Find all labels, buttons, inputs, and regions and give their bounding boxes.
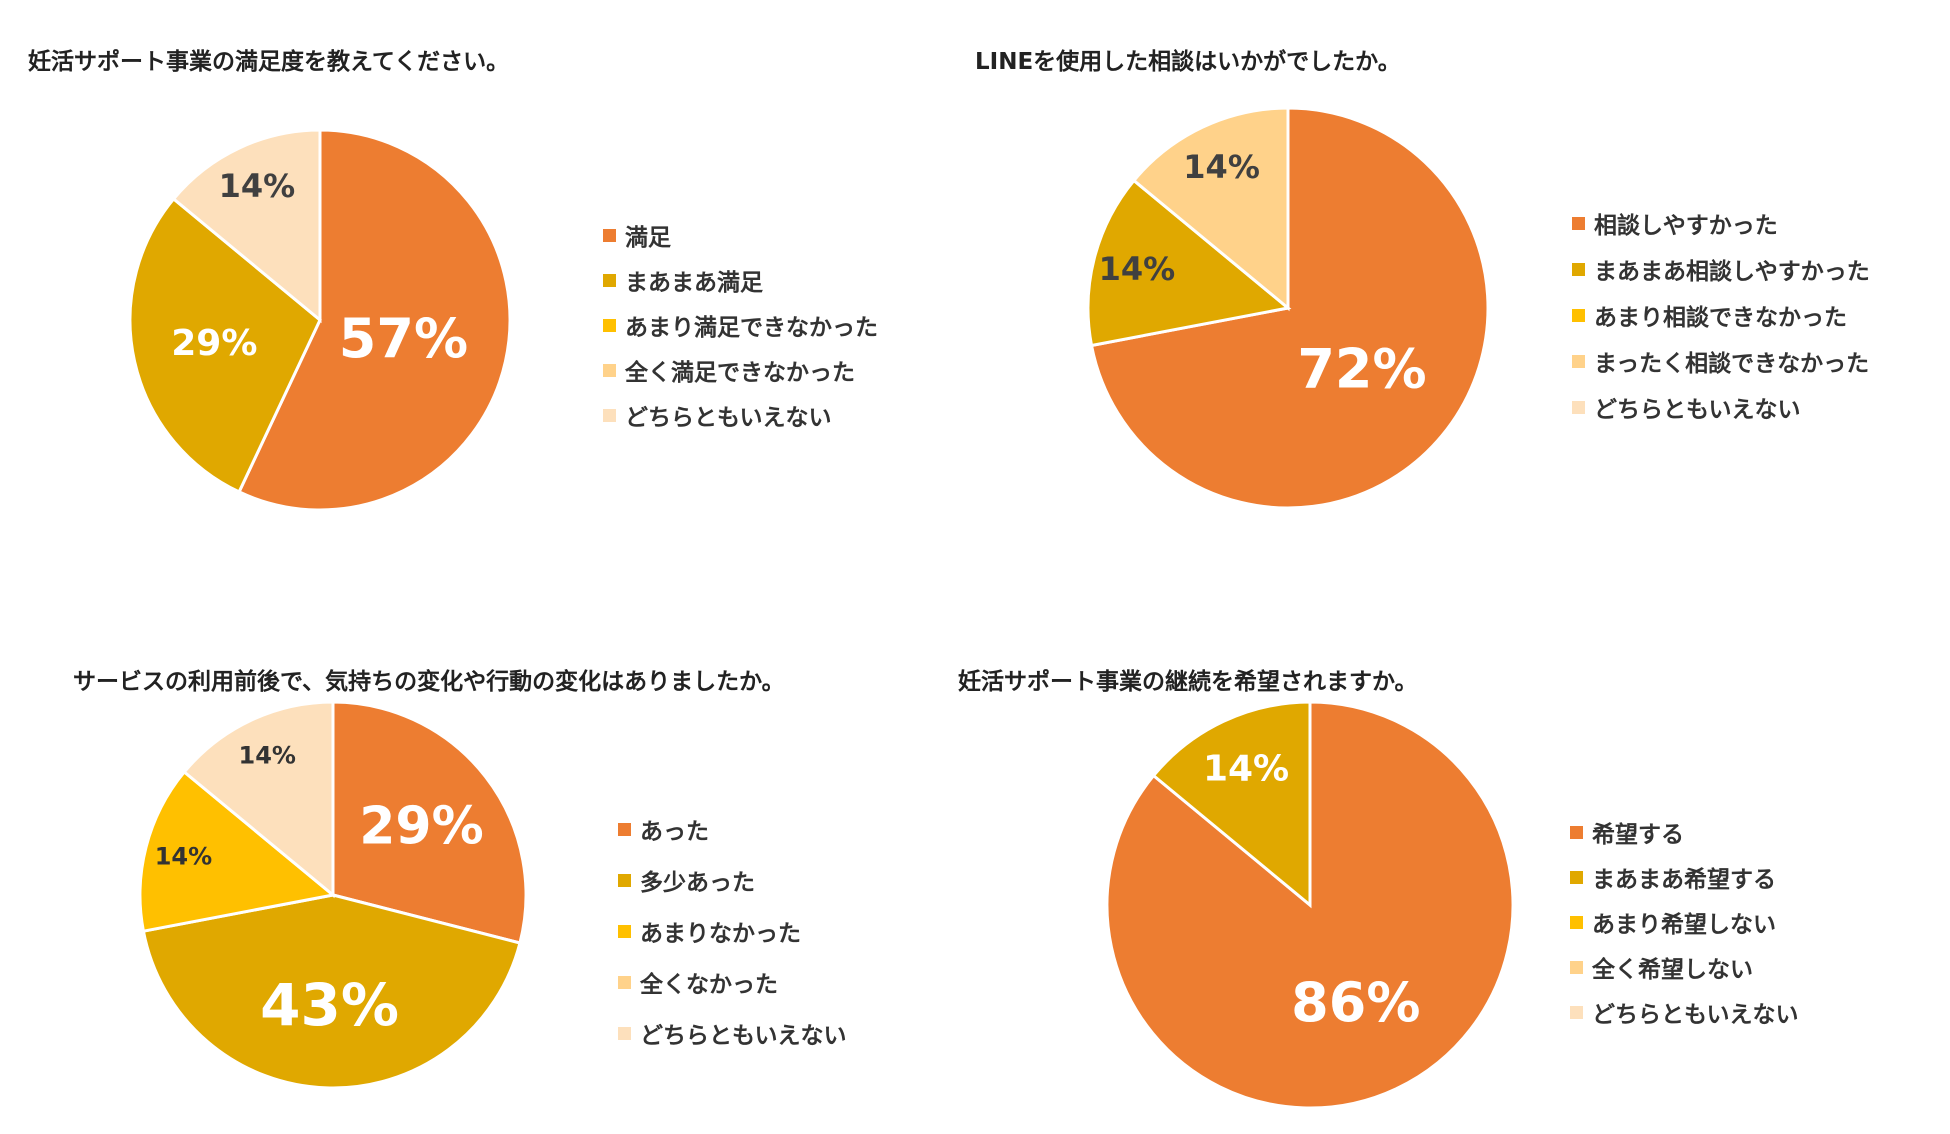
legend-swatch (603, 363, 616, 377)
legend-label: 満足 (625, 225, 671, 251)
legend-item: 相談しやすかった (1572, 206, 1778, 240)
legend-swatch (1572, 354, 1585, 368)
legend-swatch (1570, 825, 1583, 839)
pie-data-label: 57% (339, 307, 468, 370)
legend-swatch (1572, 308, 1585, 322)
legend-label: どちらともいえない (1592, 1002, 1799, 1028)
legend-label: あまり相談できなかった (1594, 305, 1847, 331)
legend-swatch (1572, 262, 1585, 276)
pie-data-label: 14% (1183, 148, 1260, 186)
legend-item: どちらともいえない (603, 398, 832, 432)
legend-item: どちらともいえない (618, 1016, 847, 1050)
pie-data-label: 86% (1291, 971, 1420, 1034)
legend-label: どちらともいえない (640, 1023, 847, 1049)
legend-swatch (603, 318, 616, 332)
legend-label: 全く希望しない (1592, 957, 1753, 983)
legend-swatch (1570, 915, 1583, 929)
legend-swatch (618, 924, 631, 938)
pie-data-label: 14% (1203, 749, 1289, 790)
legend-label: どちらともいえない (1594, 397, 1801, 423)
legend-label: あった (640, 819, 709, 845)
legend-label: 全くなかった (640, 972, 778, 998)
legend-swatch (1572, 400, 1585, 414)
pie-slice-2 (1086, 178, 1292, 348)
legend-item: あまりなかった (618, 914, 801, 948)
legend-label: 全く満足できなかった (625, 360, 855, 386)
pie-data-label: 14% (1099, 250, 1176, 288)
legend-swatch (603, 273, 616, 287)
legend-item: まあまあ相談しやすかった (1572, 252, 1870, 286)
pie-data-label: 14% (219, 167, 296, 205)
legend-item: 全く満足できなかった (603, 353, 855, 387)
pie-slice-4 (1131, 106, 1290, 312)
legend-label: あまり満足できなかった (625, 315, 878, 341)
pie-data-label: 29% (359, 796, 483, 856)
legend-item: まあまあ希望する (1570, 860, 1776, 894)
legend-label: あまり希望しない (1592, 912, 1776, 938)
pie-slice-2 (1151, 700, 1312, 909)
pie-slice-1 (237, 128, 512, 512)
legend-label: あまりなかった (640, 921, 801, 947)
legend-label: どちらともいえない (625, 405, 832, 431)
chart-title: LINEを使用した相談はいかがでしたか。 (975, 49, 1401, 75)
legend-item: あった (618, 812, 709, 846)
legend-item: 全くなかった (618, 965, 778, 999)
legend-item: 満足 (603, 218, 671, 252)
legend-item: 希望する (1570, 815, 1684, 849)
legend-label: 希望する (1592, 822, 1684, 848)
legend-item: まあまあ満足 (603, 263, 763, 297)
legend-swatch (1570, 870, 1583, 884)
legend-item: あまり希望しない (1570, 905, 1776, 939)
legend-item: 全く希望しない (1570, 950, 1753, 984)
legend-swatch (603, 228, 616, 242)
pie-slice-2 (128, 196, 322, 494)
legend-label: まあまあ満足 (625, 270, 763, 296)
legend-item: まったく相談できなかった (1572, 344, 1869, 378)
legend-item: どちらともいえない (1572, 390, 1801, 424)
legend-swatch (618, 822, 631, 836)
legend-label: 多少あった (640, 870, 755, 896)
pie-data-label: 14% (155, 843, 212, 871)
legend-swatch (618, 975, 631, 989)
legend-swatch (603, 408, 616, 422)
chart-title: 妊活サポート事業の満足度を教えてください。 (28, 49, 510, 75)
pie-data-label: 14% (239, 741, 296, 769)
pie-slice-5 (182, 700, 335, 899)
chart-title: サービスの利用前後で、気持ちの変化や行動の変化はありましたか。 (73, 669, 785, 695)
chart-title: 妊活サポート事業の継続を希望されますか。 (958, 669, 1418, 695)
legend-item: あまり満足できなかった (603, 308, 878, 342)
legend-swatch (1570, 1005, 1583, 1019)
legend-swatch (1570, 960, 1583, 974)
legend-swatch (618, 1026, 631, 1040)
legend-item: どちらともいえない (1570, 995, 1799, 1029)
pie-data-label: 72% (1297, 338, 1426, 401)
pie-slice-1 (331, 700, 528, 945)
pie-data-label: 43% (260, 971, 399, 1039)
pie-slice-5 (171, 128, 322, 324)
legend-swatch (618, 873, 631, 887)
pie-slice-3 (138, 769, 337, 933)
pie-data-label: 29% (171, 323, 257, 364)
legend-label: まあまあ希望する (1592, 867, 1776, 893)
legend-swatch (1572, 216, 1585, 230)
pie-slice-2 (141, 893, 522, 1090)
legend-label: 相談しやすかった (1594, 213, 1778, 239)
legend-label: まあまあ相談しやすかった (1594, 259, 1870, 285)
legend-item: 多少あった (618, 863, 755, 897)
legend-item: あまり相談できなかった (1572, 298, 1847, 332)
legend-label: まったく相談できなかった (1594, 351, 1870, 377)
